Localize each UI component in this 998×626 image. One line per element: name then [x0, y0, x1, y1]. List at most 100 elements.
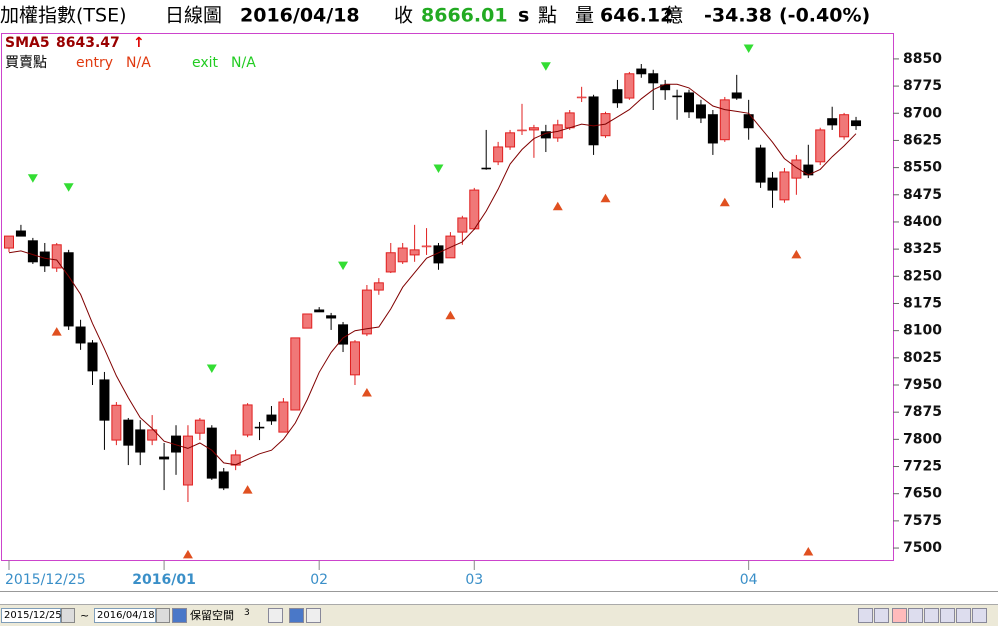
candle-body: [791, 159, 802, 179]
candle-body: [349, 341, 360, 376]
candle-body: [815, 129, 826, 163]
entry-marker: [719, 197, 730, 207]
reserve-apply-button[interactable]: [289, 608, 304, 623]
candle-body: [326, 315, 337, 319]
x-tick-label: 03: [465, 572, 483, 588]
candle-body: [684, 92, 695, 113]
spin-button[interactable]: [268, 608, 283, 623]
exit-marker: [27, 174, 38, 183]
title: 加權指數(TSE): [0, 5, 127, 27]
candle-body: [254, 426, 265, 429]
candles: [4, 63, 862, 503]
exit-legend-name: exit: [192, 55, 219, 71]
entry-marker: [552, 201, 563, 211]
view: 日線圖: [165, 5, 222, 27]
start-date[interactable]: 2015/12/25: [1, 608, 62, 623]
candle-body: [636, 68, 647, 75]
y-tick-label: 7875: [903, 404, 942, 420]
candle-body: [147, 429, 158, 441]
y-tick-label: 8400: [903, 214, 942, 230]
apply-button[interactable]: [172, 608, 187, 623]
candle-body: [624, 73, 635, 99]
exit-marker: [540, 62, 551, 71]
close: 8666.01: [421, 5, 508, 27]
sma-line: [8, 83, 857, 466]
candle-body: [767, 177, 778, 191]
end-date[interactable]: 2016/04/18: [94, 608, 156, 623]
sma-arrow: ↑: [133, 35, 145, 51]
candle-body: [218, 471, 229, 489]
candle-body: [481, 167, 491, 170]
candle-body: [123, 419, 134, 446]
reserve-value: 3: [244, 608, 250, 618]
entry-marker: [445, 310, 456, 320]
candle-body: [517, 129, 527, 132]
x-tick-label: 02: [310, 572, 328, 588]
candle-body: [182, 435, 193, 486]
candle-body: [648, 73, 659, 84]
y-tick-label: 8250: [903, 268, 942, 284]
start-dropdown[interactable]: [61, 608, 75, 623]
candle-body: [206, 427, 217, 479]
candle-body: [4, 235, 14, 249]
tool-5[interactable]: [956, 608, 971, 623]
candle-body: [302, 313, 313, 329]
candle-body: [314, 309, 325, 313]
close-suffix: s: [518, 5, 529, 27]
range-sep: ~: [80, 609, 90, 622]
candle-body: [851, 120, 862, 127]
tool-button[interactable]: [306, 608, 321, 623]
x-tick-label: 2015/12/25: [5, 572, 86, 588]
y-tick-label: 7800: [903, 431, 942, 447]
exit-marker: [63, 183, 74, 192]
candle-body: [361, 289, 372, 335]
y-tick-label: 8625: [903, 132, 942, 148]
tool-1[interactable]: [892, 608, 907, 623]
candle-body: [111, 404, 122, 441]
plot-frame: [1, 33, 894, 561]
candle-body: [672, 95, 682, 98]
change: -34.38: [704, 5, 772, 27]
x-tick-label: 04: [740, 572, 758, 588]
candle-body: [755, 147, 766, 183]
entry-marker: [791, 249, 802, 259]
y-tick-label: 8700: [903, 105, 942, 121]
candle-body: [528, 127, 539, 131]
candle-body: [159, 456, 170, 460]
entry-marker: [361, 387, 372, 397]
date: 2016/04/18: [240, 5, 360, 27]
candle-body: [338, 324, 349, 345]
candle-body: [564, 112, 575, 129]
entry-marker: [600, 193, 611, 203]
tool-4[interactable]: [940, 608, 955, 623]
tool-3[interactable]: [924, 608, 939, 623]
scroll-left[interactable]: [858, 608, 873, 623]
entry-marker: [803, 547, 814, 556]
candle-body: [171, 435, 182, 453]
end-dropdown[interactable]: [156, 608, 170, 623]
tool-2[interactable]: [908, 608, 923, 623]
close-unit: 點: [538, 5, 557, 27]
y-tick-label: 7575: [903, 513, 942, 529]
candle-body: [63, 252, 74, 327]
candle-body: [719, 99, 730, 141]
y-tick-label: 8100: [903, 323, 942, 339]
y-tick-label: 7950: [903, 377, 942, 393]
exit-marker: [338, 261, 349, 271]
volume: 646.12: [600, 5, 673, 27]
candle-body: [731, 92, 742, 99]
y-tick-label: 8175: [903, 295, 942, 311]
y-tick-label: 8325: [903, 241, 942, 257]
exit-marker: [743, 44, 754, 54]
volume-unit: 億: [664, 5, 683, 27]
candle-body: [612, 89, 623, 104]
tool-6[interactable]: [972, 608, 987, 623]
candle-body: [469, 189, 480, 230]
scroll-right[interactable]: [874, 608, 889, 623]
candle-body: [99, 379, 110, 421]
y-tick-label: 7650: [903, 486, 942, 502]
candle-body: [15, 230, 26, 237]
candle-body: [457, 217, 468, 233]
entry-marker: [242, 485, 253, 494]
entry-marker: [51, 327, 62, 336]
